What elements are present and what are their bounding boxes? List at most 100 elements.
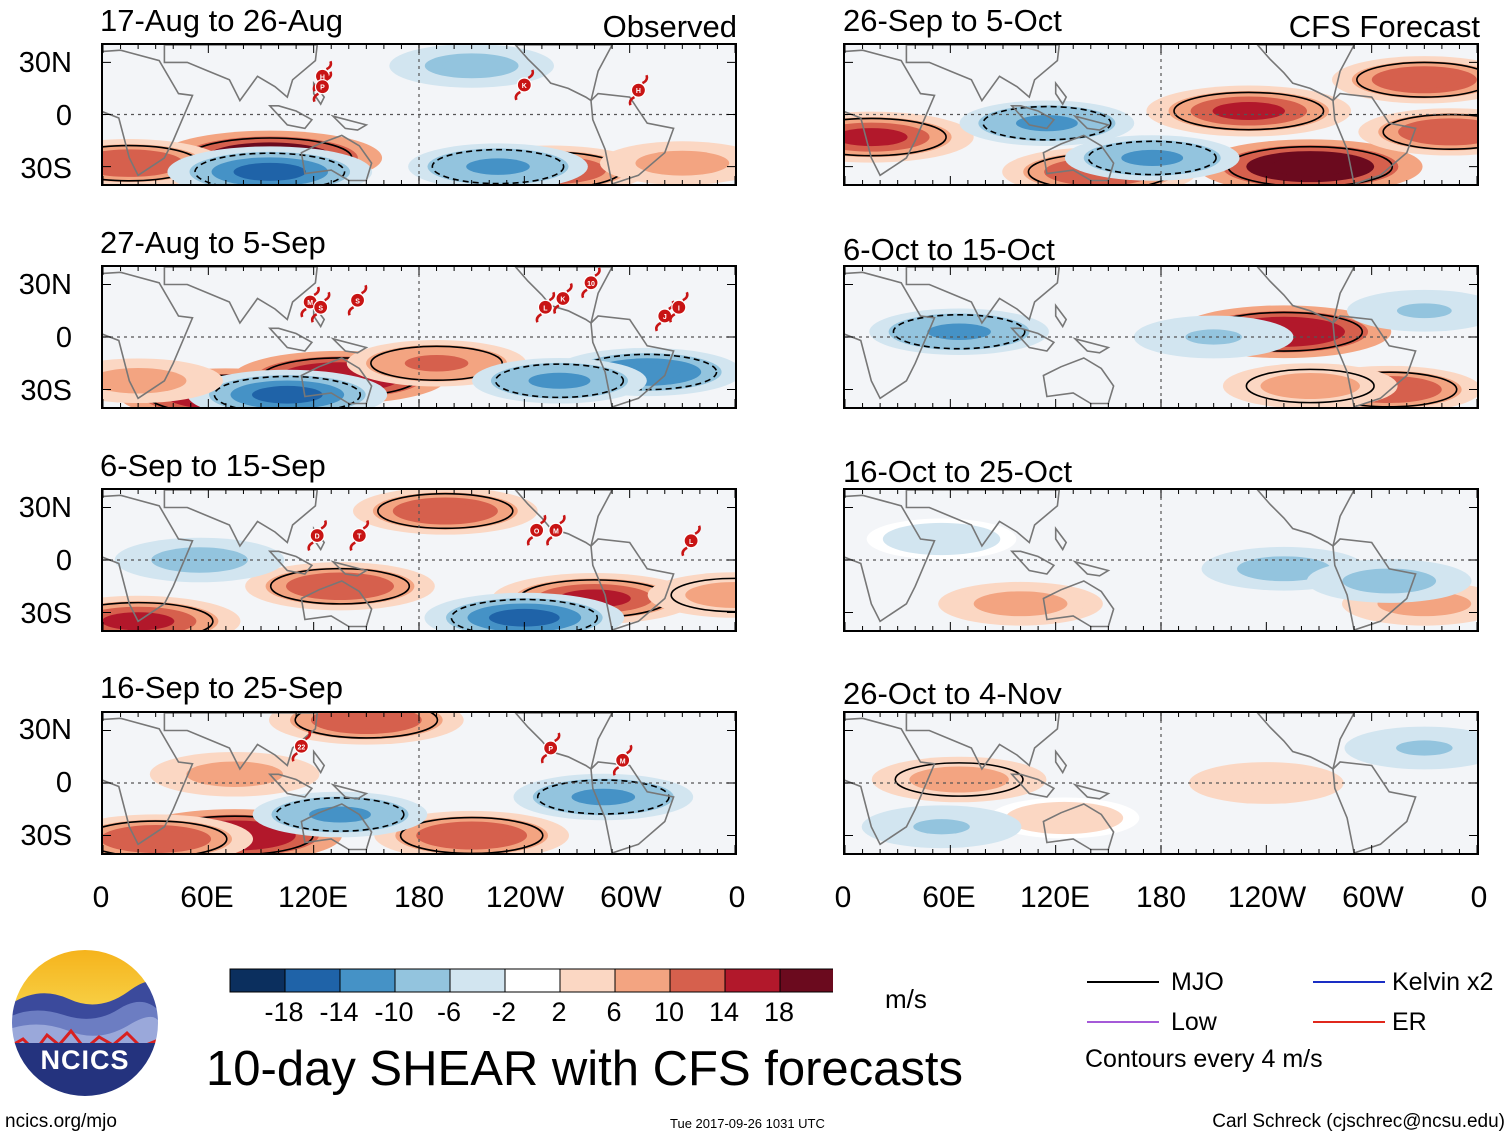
coastline	[1256, 713, 1356, 771]
coastline	[1054, 303, 1068, 329]
coastline	[267, 104, 314, 130]
storm-label: J	[663, 314, 667, 321]
colorbar-swatch	[669, 968, 726, 993]
storm-label: 10	[587, 281, 595, 288]
storm-label: M	[620, 758, 626, 765]
x-tick-60w-left: 60W	[600, 881, 662, 914]
storm-label: 22	[297, 744, 305, 751]
shear-anomaly	[653, 155, 712, 171]
shear-anomaly	[233, 162, 306, 181]
shear-anomaly	[1254, 561, 1314, 577]
coastline	[300, 134, 373, 182]
map-panel-fcst-4	[843, 711, 1479, 855]
storm-marker: H	[628, 74, 649, 106]
storm-label: M	[553, 528, 559, 535]
storm-label: K	[560, 297, 565, 304]
map-svg: HP KH	[103, 45, 735, 184]
map-panel-obs-3: D T O M L	[101, 488, 737, 632]
coastline	[514, 267, 614, 325]
map-svg	[845, 490, 1477, 630]
cb-label-14: 14	[708, 997, 740, 1027]
x-tick-360-left: 0	[728, 881, 746, 914]
coastline	[1072, 337, 1111, 354]
y-tick-eq-1: 0	[55, 100, 72, 132]
shear-anomaly	[489, 608, 560, 627]
ncics-logo-graphic	[10, 948, 160, 1098]
coastline	[590, 538, 675, 630]
map-panel-obs-2: M S S L K 10 J I	[101, 265, 737, 409]
mjo-contour	[1356, 61, 1477, 98]
coastline	[1072, 560, 1111, 577]
storm-label: O	[534, 528, 540, 535]
shear-anomaly	[704, 586, 735, 604]
contour-note: Contours every 4 m/s	[1085, 1045, 1323, 1073]
cb-label-m18: -18	[264, 997, 304, 1027]
shear-anomaly	[913, 819, 970, 835]
storm-label: P	[320, 85, 325, 92]
shear-anomaly	[1037, 810, 1091, 826]
coastline	[514, 45, 614, 102]
coastline	[267, 550, 314, 575]
y-tick-30n-3: 30N	[18, 492, 72, 524]
panel-title-fcst-2: 6-Oct to 15-Oct	[843, 232, 1055, 267]
coastline	[905, 45, 1061, 103]
storm-label: S	[355, 298, 360, 305]
coastline	[905, 267, 1061, 325]
coastline	[514, 713, 614, 771]
storm-marker: I	[669, 291, 689, 323]
coastline	[267, 327, 314, 352]
coastline	[1332, 761, 1417, 853]
shear-anomaly	[845, 128, 908, 147]
map-panel-fcst-3	[843, 488, 1479, 632]
coastline	[300, 357, 373, 405]
footer-credit: Carl Schreck (cjschrec@ncsu.edu)	[1212, 1111, 1505, 1132]
colorbar	[229, 968, 836, 999]
x-tick-180-left: 180	[393, 881, 445, 914]
panel-title-fcst-1: 26-Sep to 5-Oct	[843, 3, 1062, 38]
storm-label: M	[307, 300, 313, 307]
figure-title: 10-day SHEAR with CFS forecasts	[206, 1042, 964, 1096]
coastline	[1332, 315, 1417, 407]
coastline	[1332, 538, 1417, 630]
y-tick-eq-4: 0	[55, 767, 72, 799]
storm-label: S	[318, 305, 323, 312]
mjo-contour	[982, 105, 1112, 141]
storm-marker: D	[307, 520, 327, 551]
colorbar-swatch	[284, 968, 341, 993]
x-tick-0-left: 0	[92, 881, 110, 914]
mjo-contour	[894, 762, 1024, 797]
coastline	[330, 783, 369, 800]
forecast-label: CFS Forecast	[1288, 9, 1480, 44]
mjo-contour	[294, 713, 439, 739]
legend-label-low: Low	[1171, 1008, 1217, 1036]
colorbar-swatch	[724, 968, 781, 993]
x-tick-120e-left: 120E	[277, 881, 349, 914]
mjo-contour	[213, 375, 362, 407]
cb-label-18: 18	[763, 997, 795, 1027]
shear-anomaly	[1279, 377, 1342, 395]
shear-anomaly	[103, 154, 163, 172]
coastline	[1042, 134, 1115, 182]
coastline	[300, 803, 373, 851]
panel-title-obs-2: 27-Aug to 5-Sep	[100, 225, 326, 260]
shear-anomaly	[1121, 149, 1184, 166]
shear-anomaly	[1360, 573, 1419, 589]
coastline	[1009, 773, 1056, 798]
coastline	[330, 337, 369, 354]
mjo-contour	[1087, 140, 1217, 176]
shear-anomaly	[1396, 740, 1453, 756]
colorbar-swatch	[614, 968, 671, 993]
coastline	[905, 490, 1061, 548]
footer-timestamp: Tue 2017-09-26 1031 UTC	[670, 1116, 825, 1131]
cb-label-m10: -10	[374, 997, 414, 1027]
y-tick-30s-4: 30S	[20, 820, 72, 852]
coastline	[1054, 526, 1068, 552]
coastline	[1332, 92, 1417, 184]
storm-marker: K	[514, 69, 535, 101]
map-svg	[845, 45, 1477, 184]
x-tick-120w-left: 120W	[485, 881, 565, 914]
storm-marker: 22	[291, 730, 312, 762]
storm-marker: T	[349, 520, 370, 551]
storm-marker: M	[612, 744, 633, 776]
mjo-contour	[1382, 113, 1477, 150]
